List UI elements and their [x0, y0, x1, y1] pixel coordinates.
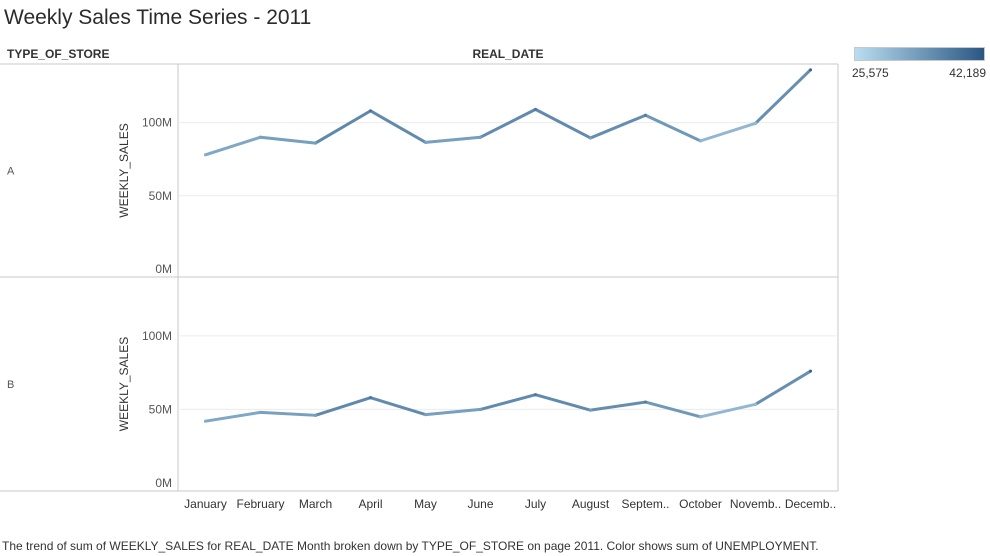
y-axis-title: WEEKLY_SALES [117, 337, 131, 432]
x-tick-label: Novemb.. [730, 497, 781, 511]
y-tick-label: 50M [149, 402, 172, 416]
data-point [204, 419, 207, 423]
column-dimension-header[interactable]: REAL_DATE [472, 47, 544, 61]
row-dimension-header[interactable]: TYPE_OF_STORE [7, 47, 110, 61]
y-axis-title: WEEKLY_SALES [117, 123, 131, 218]
series-line-segment [534, 107, 592, 140]
series-line-segment [534, 393, 592, 412]
y-tick-label: 0M [155, 476, 172, 490]
data-point [809, 68, 812, 72]
x-tick-label: Septem.. [621, 497, 669, 511]
series-line-segment [259, 410, 317, 417]
color-legend-gradient [854, 47, 985, 61]
series-line-segment [479, 393, 537, 411]
series-line-segment [589, 400, 647, 412]
data-point [699, 139, 702, 143]
series-line-segment [754, 68, 812, 125]
series-line-segment [644, 113, 702, 143]
data-point [534, 393, 537, 397]
data-point [479, 407, 482, 411]
x-tick-label: February [236, 497, 284, 511]
series-line-segment [424, 407, 482, 417]
x-tick-label: March [299, 497, 332, 511]
x-tick-label: August [572, 497, 610, 511]
series-line-segment [314, 109, 372, 145]
row-label-B: B [7, 379, 14, 391]
chart-title: Weekly Sales Time Series - 2011 [4, 6, 312, 29]
series-line-segment [314, 396, 372, 417]
data-point [754, 121, 757, 125]
data-point [644, 400, 647, 404]
data-point [314, 413, 317, 417]
x-tick-label: June [467, 497, 493, 511]
y-tick-label: 0M [155, 262, 172, 276]
data-point [424, 413, 427, 417]
data-point [534, 107, 537, 111]
data-point [204, 153, 207, 157]
y-tick-label: 100M [142, 329, 172, 343]
data-point [259, 410, 262, 414]
color-legend-min-label: 25,575 [852, 66, 889, 80]
data-point [479, 135, 482, 139]
x-tick-label: May [414, 497, 437, 511]
series-line-segment [589, 113, 647, 140]
row-label-A: A [7, 166, 15, 178]
color-legend[interactable]: 25,575 42,189 [852, 46, 986, 86]
data-point [644, 113, 647, 117]
data-point [424, 140, 427, 144]
data-point [369, 109, 372, 113]
data-point [809, 369, 812, 373]
data-point [259, 135, 262, 139]
x-tick-label: October [679, 497, 722, 511]
series-line-segment [754, 369, 812, 406]
x-tick-label: April [358, 497, 382, 511]
data-point [589, 408, 592, 412]
y-tick-label: 50M [149, 189, 172, 203]
series-line-segment [259, 135, 317, 145]
data-point [369, 396, 372, 400]
series-line-segment [479, 107, 537, 139]
series-line-segment [369, 109, 427, 144]
series-line-segment [699, 402, 757, 419]
series-line-segment [204, 410, 262, 423]
chart-caption: The trend of sum of WEEKLY_SALES for REA… [2, 539, 819, 553]
series-line-segment [204, 135, 262, 157]
x-tick-label: July [525, 497, 546, 511]
data-point [314, 141, 317, 145]
data-point [589, 136, 592, 140]
series-line-segment [424, 135, 482, 144]
y-tick-label: 100M [142, 116, 172, 130]
x-tick-label: Decemb.. [785, 497, 836, 511]
color-legend-max-label: 42,189 [949, 66, 986, 80]
series-line-segment [369, 396, 427, 417]
series-line-segment [699, 121, 757, 143]
data-point [754, 402, 757, 406]
data-point [699, 415, 702, 419]
series-line-segment [644, 400, 702, 419]
x-tick-label: January [184, 497, 227, 511]
